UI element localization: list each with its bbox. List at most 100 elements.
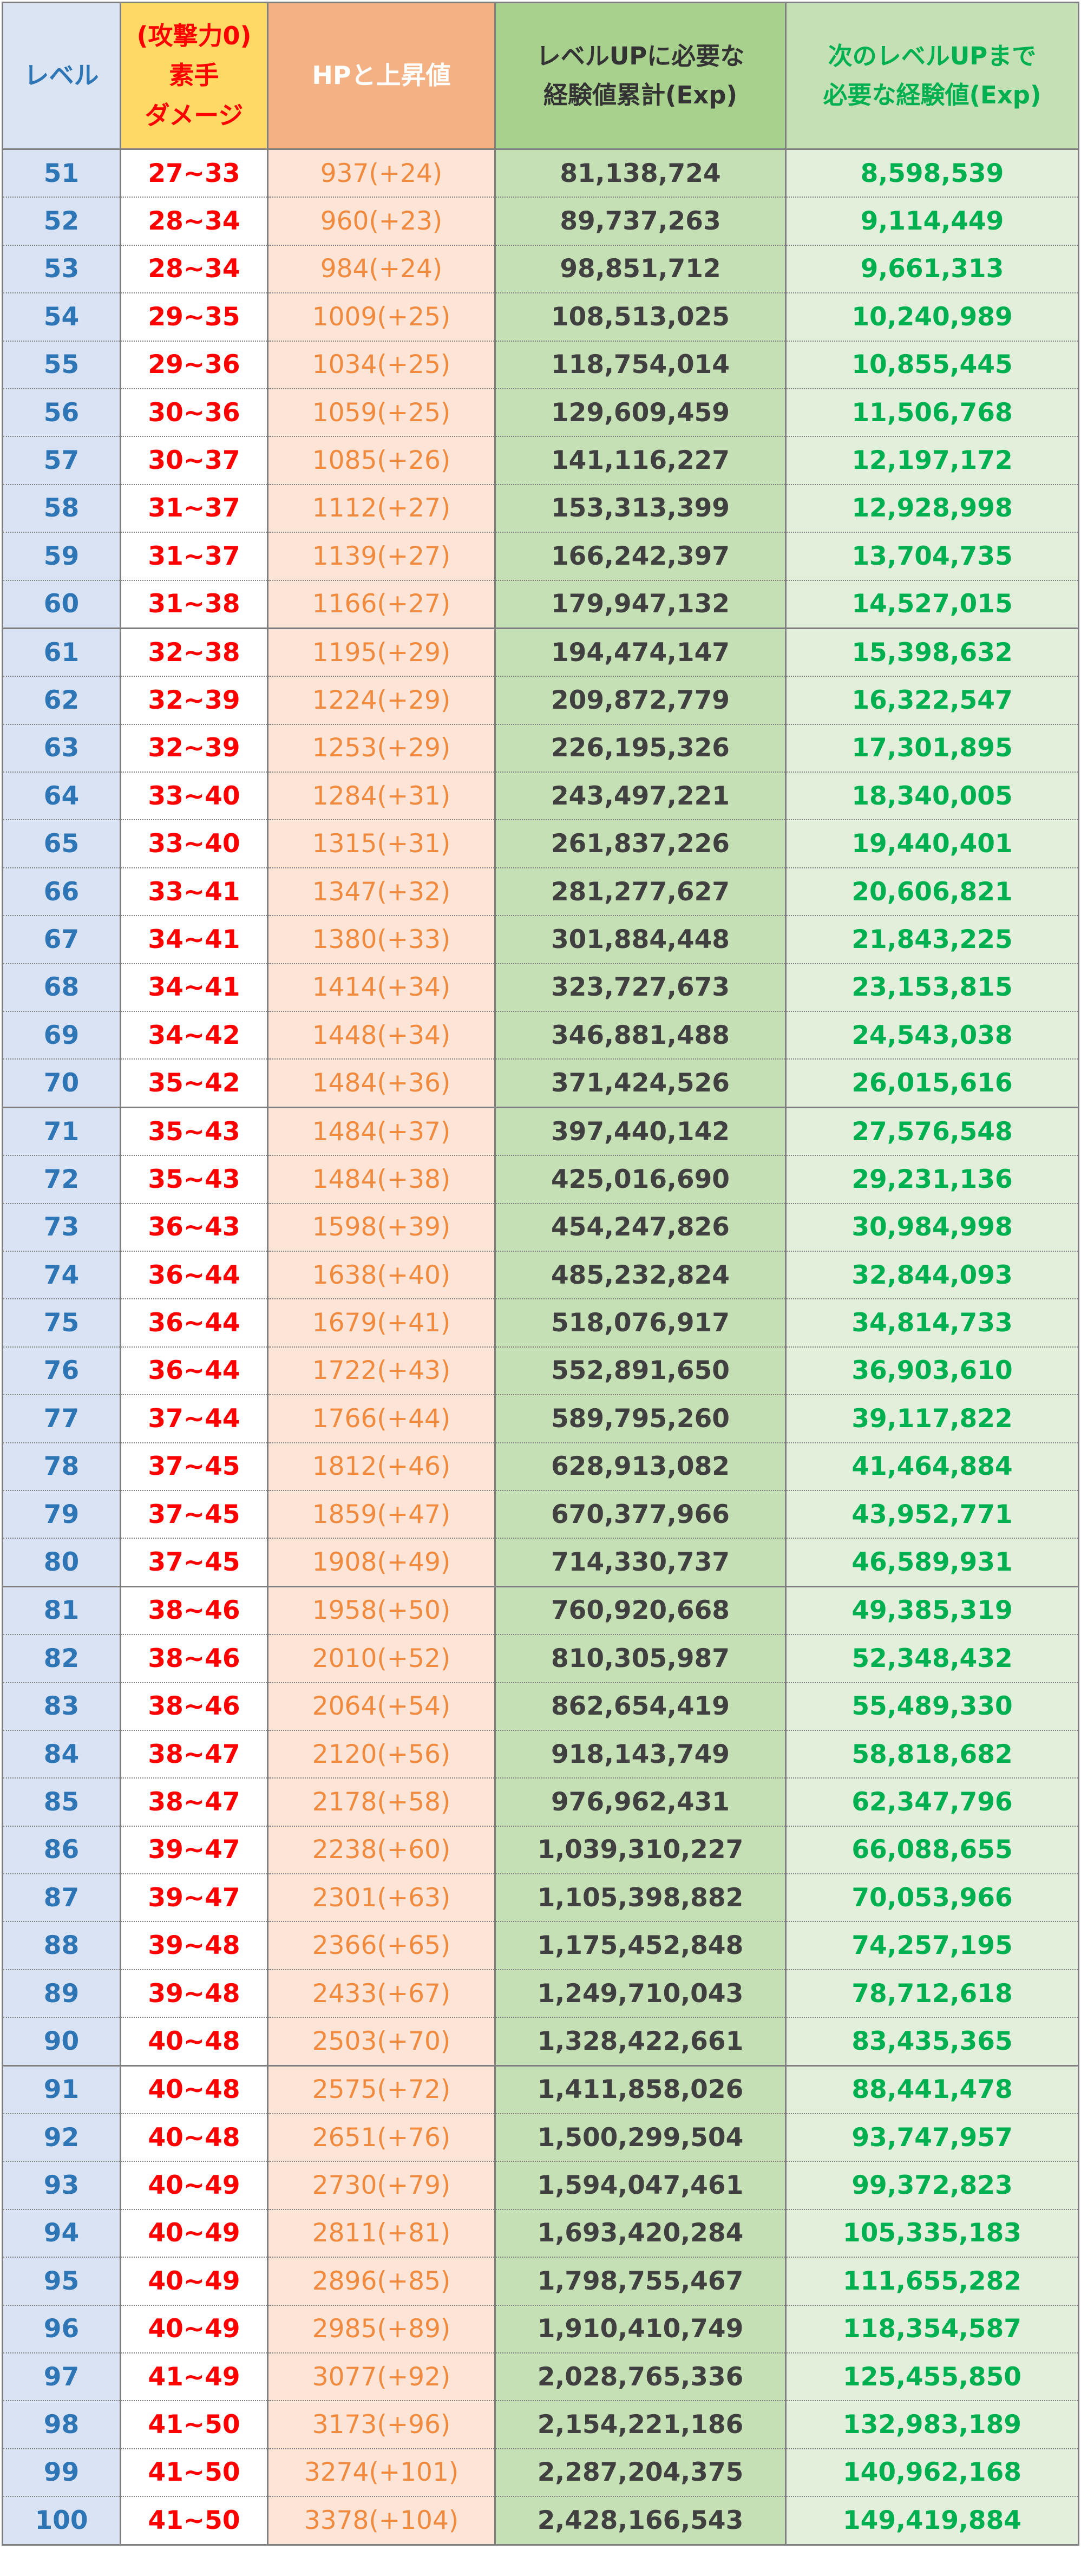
damage-cell: 37~45 bbox=[120, 1442, 268, 1491]
next-exp-cell: 10,855,445 bbox=[785, 341, 1079, 389]
damage-cell: 40~49 bbox=[120, 2257, 268, 2306]
header-damage-line1: (攻撃力0) bbox=[136, 21, 252, 50]
table-row: 71 35~43 1484(+37) 397,440,142 27,576,548 bbox=[2, 1107, 1079, 1156]
next-exp-cell: 32,844,093 bbox=[785, 1251, 1079, 1300]
hp-cell: 1059(+25) bbox=[267, 388, 496, 437]
table-row: 72 35~43 1484(+38) 425,016,690 29,231,136 bbox=[2, 1155, 1079, 1204]
damage-cell: 39~48 bbox=[120, 1969, 268, 2018]
level-cell: 70 bbox=[2, 1059, 121, 1108]
next-exp-cell: 36,903,610 bbox=[785, 1346, 1079, 1396]
header-level-text: レベル bbox=[24, 61, 99, 90]
total-exp-cell: 209,872,779 bbox=[494, 676, 787, 725]
total-exp-cell: 1,411,858,026 bbox=[494, 2065, 787, 2115]
hp-cell: 2575(+72) bbox=[267, 2065, 496, 2115]
next-exp-cell: 99,372,823 bbox=[785, 2161, 1079, 2210]
level-cell: 75 bbox=[2, 1299, 121, 1348]
level-cell: 84 bbox=[2, 1730, 121, 1779]
hp-cell: 1315(+31) bbox=[267, 820, 496, 868]
hp-cell: 1679(+41) bbox=[267, 1299, 496, 1348]
next-exp-cell: 105,335,183 bbox=[785, 2209, 1079, 2258]
next-exp-cell: 15,398,632 bbox=[785, 628, 1079, 677]
total-exp-cell: 1,328,422,661 bbox=[494, 2017, 787, 2067]
hp-cell: 1908(+49) bbox=[267, 1538, 496, 1587]
hp-cell: 1812(+46) bbox=[267, 1442, 496, 1491]
level-cell: 77 bbox=[2, 1395, 121, 1443]
damage-cell: 28~34 bbox=[120, 197, 268, 246]
header-hp-text: HPと上昇値 bbox=[312, 61, 451, 90]
hp-cell: 2503(+70) bbox=[267, 2017, 496, 2067]
hp-cell: 1112(+27) bbox=[267, 484, 496, 533]
next-exp-cell: 39,117,822 bbox=[785, 1395, 1079, 1443]
next-exp-cell: 41,464,884 bbox=[785, 1442, 1079, 1491]
total-exp-cell: 397,440,142 bbox=[494, 1107, 787, 1156]
next-exp-cell: 34,814,733 bbox=[785, 1299, 1079, 1348]
total-exp-cell: 89,737,263 bbox=[494, 197, 787, 246]
header-damage: (攻撃力0) 素手 ダメージ bbox=[120, 2, 268, 150]
total-exp-cell: 1,105,398,882 bbox=[494, 1874, 787, 1923]
hp-cell: 1284(+31) bbox=[267, 772, 496, 821]
table-row: 99 41~50 3274(+101) 2,287,204,375 140,962,16… bbox=[2, 2448, 1079, 2497]
hp-cell: 1034(+25) bbox=[267, 341, 496, 389]
hp-cell: 2178(+58) bbox=[267, 1778, 496, 1827]
level-cell: 53 bbox=[2, 245, 121, 294]
total-exp-cell: 589,795,260 bbox=[494, 1395, 787, 1443]
hp-cell: 984(+24) bbox=[267, 245, 496, 294]
header-next-line1: 次のレベルUPまで bbox=[828, 42, 1037, 70]
next-exp-cell: 70,053,966 bbox=[785, 1874, 1079, 1923]
level-cell: 91 bbox=[2, 2065, 121, 2115]
damage-cell: 39~48 bbox=[120, 1921, 268, 1970]
hp-cell: 2301(+63) bbox=[267, 1874, 496, 1923]
table-row: 97 41~49 3077(+92) 2,028,765,336 125,455,850 bbox=[2, 2352, 1079, 2402]
damage-cell: 36~44 bbox=[120, 1346, 268, 1396]
next-exp-cell: 62,347,796 bbox=[785, 1778, 1079, 1827]
level-cell: 86 bbox=[2, 1826, 121, 1875]
next-exp-cell: 74,257,195 bbox=[785, 1921, 1079, 1970]
next-exp-cell: 58,818,682 bbox=[785, 1730, 1079, 1779]
damage-cell: 41~50 bbox=[120, 2448, 268, 2497]
level-cell: 90 bbox=[2, 2017, 121, 2067]
table-row: 64 33~40 1284(+31) 243,497,221 18,340,005 bbox=[2, 772, 1079, 821]
header-total-line2: 経験値累計(Exp) bbox=[543, 81, 738, 109]
total-exp-cell: 2,287,204,375 bbox=[494, 2448, 787, 2497]
next-exp-cell: 132,983,189 bbox=[785, 2401, 1079, 2449]
total-exp-cell: 153,313,399 bbox=[494, 484, 787, 533]
table-row: 89 39~48 2433(+67) 1,249,710,043 78,712,618 bbox=[2, 1969, 1079, 2018]
table-body: 51 27~33 937(+24) 81,138,724 8,598,539 52 28~3… bbox=[2, 149, 1079, 2546]
hp-cell: 2010(+52) bbox=[267, 1634, 496, 1683]
total-exp-cell: 485,232,824 bbox=[494, 1251, 787, 1300]
level-cell: 82 bbox=[2, 1634, 121, 1683]
table-row: 96 40~49 2985(+89) 1,910,410,749 118,354,587 bbox=[2, 2305, 1079, 2353]
table-row: 52 28~34 960(+23) 89,737,263 9,114,449 bbox=[2, 197, 1079, 246]
total-exp-cell: 425,016,690 bbox=[494, 1155, 787, 1204]
level-cell: 59 bbox=[2, 532, 121, 581]
hp-cell: 1414(+34) bbox=[267, 963, 496, 1012]
table-row: 74 36~44 1638(+40) 485,232,824 32,844,093 bbox=[2, 1251, 1079, 1300]
next-exp-cell: 11,506,768 bbox=[785, 388, 1079, 437]
damage-cell: 40~49 bbox=[120, 2305, 268, 2353]
hp-cell: 1859(+47) bbox=[267, 1490, 496, 1539]
next-exp-cell: 78,712,618 bbox=[785, 1969, 1079, 2018]
next-exp-cell: 9,661,313 bbox=[785, 245, 1079, 294]
table-row: 90 40~48 2503(+70) 1,328,422,661 83,435,365 bbox=[2, 2017, 1079, 2067]
level-cell: 67 bbox=[2, 916, 121, 964]
hp-cell: 1347(+32) bbox=[267, 867, 496, 917]
total-exp-cell: 1,175,452,848 bbox=[494, 1921, 787, 1970]
damage-cell: 28~34 bbox=[120, 245, 268, 294]
next-exp-cell: 140,962,168 bbox=[785, 2448, 1079, 2497]
next-exp-cell: 111,655,282 bbox=[785, 2257, 1079, 2306]
level-cell: 66 bbox=[2, 867, 121, 917]
total-exp-cell: 862,654,419 bbox=[494, 1682, 787, 1731]
table-row: 88 39~48 2366(+65) 1,175,452,848 74,257,195 bbox=[2, 1921, 1079, 1970]
total-exp-cell: 1,798,755,467 bbox=[494, 2257, 787, 2306]
next-exp-cell: 16,322,547 bbox=[785, 676, 1079, 725]
hp-cell: 1484(+36) bbox=[267, 1059, 496, 1108]
table-row: 54 29~35 1009(+25) 108,513,025 10,240,989 bbox=[2, 293, 1079, 342]
total-exp-cell: 261,837,226 bbox=[494, 820, 787, 868]
table-row: 62 32~39 1224(+29) 209,872,779 16,322,547 bbox=[2, 676, 1079, 725]
next-exp-cell: 20,606,821 bbox=[785, 867, 1079, 917]
level-cell: 92 bbox=[2, 2114, 121, 2162]
header-total-exp: レベルUPに必要な 経験値累計(Exp) bbox=[494, 2, 787, 150]
total-exp-cell: 371,424,526 bbox=[494, 1059, 787, 1108]
